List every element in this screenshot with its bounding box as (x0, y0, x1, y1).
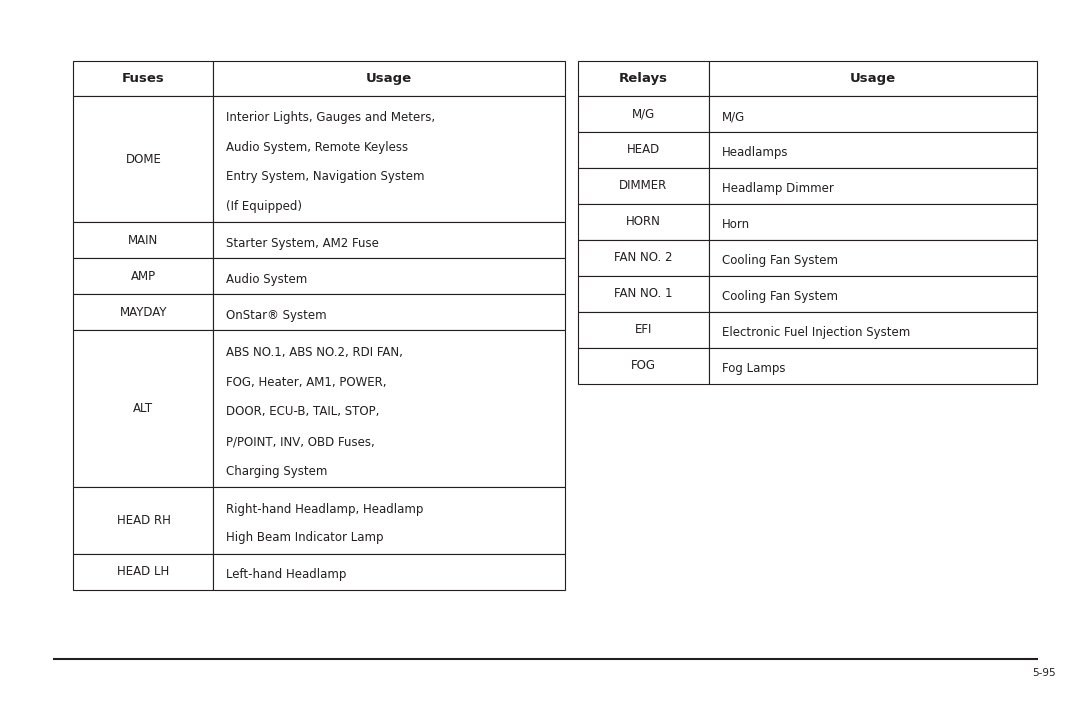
Text: MAIN: MAIN (129, 234, 159, 247)
Text: Charging System: Charging System (227, 464, 328, 477)
Text: Usage: Usage (366, 72, 413, 85)
Bar (708, 61, 1037, 96)
Text: Entry System, Navigation System: Entry System, Navigation System (227, 171, 424, 184)
Text: HEAD LH: HEAD LH (118, 565, 170, 578)
Bar (73, 258, 214, 294)
Bar (708, 240, 1037, 276)
Text: Interior Lights, Gauges and Meters,: Interior Lights, Gauges and Meters, (227, 112, 435, 125)
Bar (214, 61, 565, 96)
Bar (708, 312, 1037, 348)
Text: (If Equipped): (If Equipped) (227, 199, 302, 213)
Text: Electronic Fuel Injection System: Electronic Fuel Injection System (721, 326, 909, 339)
Bar (73, 61, 214, 96)
Bar (214, 487, 565, 554)
Text: Fuses: Fuses (122, 72, 165, 85)
Bar (708, 132, 1037, 168)
Text: ABS NO.1, ABS NO.2, RDI FAN,: ABS NO.1, ABS NO.2, RDI FAN, (227, 346, 403, 359)
Bar (214, 294, 565, 330)
Bar (578, 96, 708, 132)
Bar (73, 222, 214, 258)
Text: EFI: EFI (635, 323, 652, 336)
Text: DOOR, ECU-B, TAIL, STOP,: DOOR, ECU-B, TAIL, STOP, (227, 405, 380, 418)
Text: HORN: HORN (625, 215, 661, 228)
Bar (578, 240, 708, 276)
Bar (73, 330, 214, 487)
Text: HEAD RH: HEAD RH (117, 514, 171, 527)
Text: Usage: Usage (850, 72, 895, 85)
Text: Headlamp Dimmer: Headlamp Dimmer (721, 182, 834, 195)
Text: OnStar® System: OnStar® System (227, 309, 327, 322)
Bar (578, 312, 708, 348)
Text: 5-95: 5-95 (1032, 668, 1056, 678)
Text: Right-hand Headlamp, Headlamp: Right-hand Headlamp, Headlamp (227, 503, 423, 516)
Text: FAN NO. 2: FAN NO. 2 (613, 251, 673, 264)
Text: FOG: FOG (631, 359, 656, 372)
Text: P/POINT, INV, OBD Fuses,: P/POINT, INV, OBD Fuses, (227, 435, 375, 448)
Bar (578, 276, 708, 312)
Text: Cooling Fan System: Cooling Fan System (721, 290, 838, 303)
Text: Horn: Horn (721, 218, 750, 231)
Text: AMP: AMP (131, 270, 156, 283)
Text: M/G: M/G (721, 110, 745, 123)
Text: Headlamps: Headlamps (721, 146, 788, 159)
Text: HEAD: HEAD (626, 143, 660, 156)
Bar (708, 168, 1037, 204)
Bar (214, 330, 565, 487)
Bar (708, 348, 1037, 384)
Text: Left-hand Headlamp: Left-hand Headlamp (227, 568, 347, 581)
Bar (578, 61, 708, 96)
Bar (73, 554, 214, 590)
Text: MAYDAY: MAYDAY (120, 306, 167, 319)
Bar (708, 276, 1037, 312)
Text: FOG, Heater, AM1, POWER,: FOG, Heater, AM1, POWER, (227, 376, 387, 389)
Text: ALT: ALT (134, 402, 153, 415)
Bar (578, 348, 708, 384)
Bar (578, 132, 708, 168)
Bar (73, 294, 214, 330)
Bar (73, 96, 214, 222)
Text: High Beam Indicator Lamp: High Beam Indicator Lamp (227, 531, 384, 544)
Bar (214, 554, 565, 590)
Text: DIMMER: DIMMER (619, 179, 667, 192)
Bar (214, 96, 565, 222)
Text: Starter System, AM2 Fuse: Starter System, AM2 Fuse (227, 237, 379, 250)
Text: Audio System: Audio System (227, 273, 308, 286)
Bar (708, 204, 1037, 240)
Bar (578, 168, 708, 204)
Text: FAN NO. 1: FAN NO. 1 (613, 287, 673, 300)
Text: DOME: DOME (125, 153, 161, 166)
Bar (214, 258, 565, 294)
Bar (708, 96, 1037, 132)
Text: Cooling Fan System: Cooling Fan System (721, 254, 838, 267)
Bar (214, 222, 565, 258)
Text: Audio System, Remote Keyless: Audio System, Remote Keyless (227, 141, 408, 154)
Text: Fog Lamps: Fog Lamps (721, 362, 785, 375)
Bar (578, 204, 708, 240)
Bar (73, 487, 214, 554)
Text: Relays: Relays (619, 72, 667, 85)
Text: M/G: M/G (632, 107, 654, 120)
